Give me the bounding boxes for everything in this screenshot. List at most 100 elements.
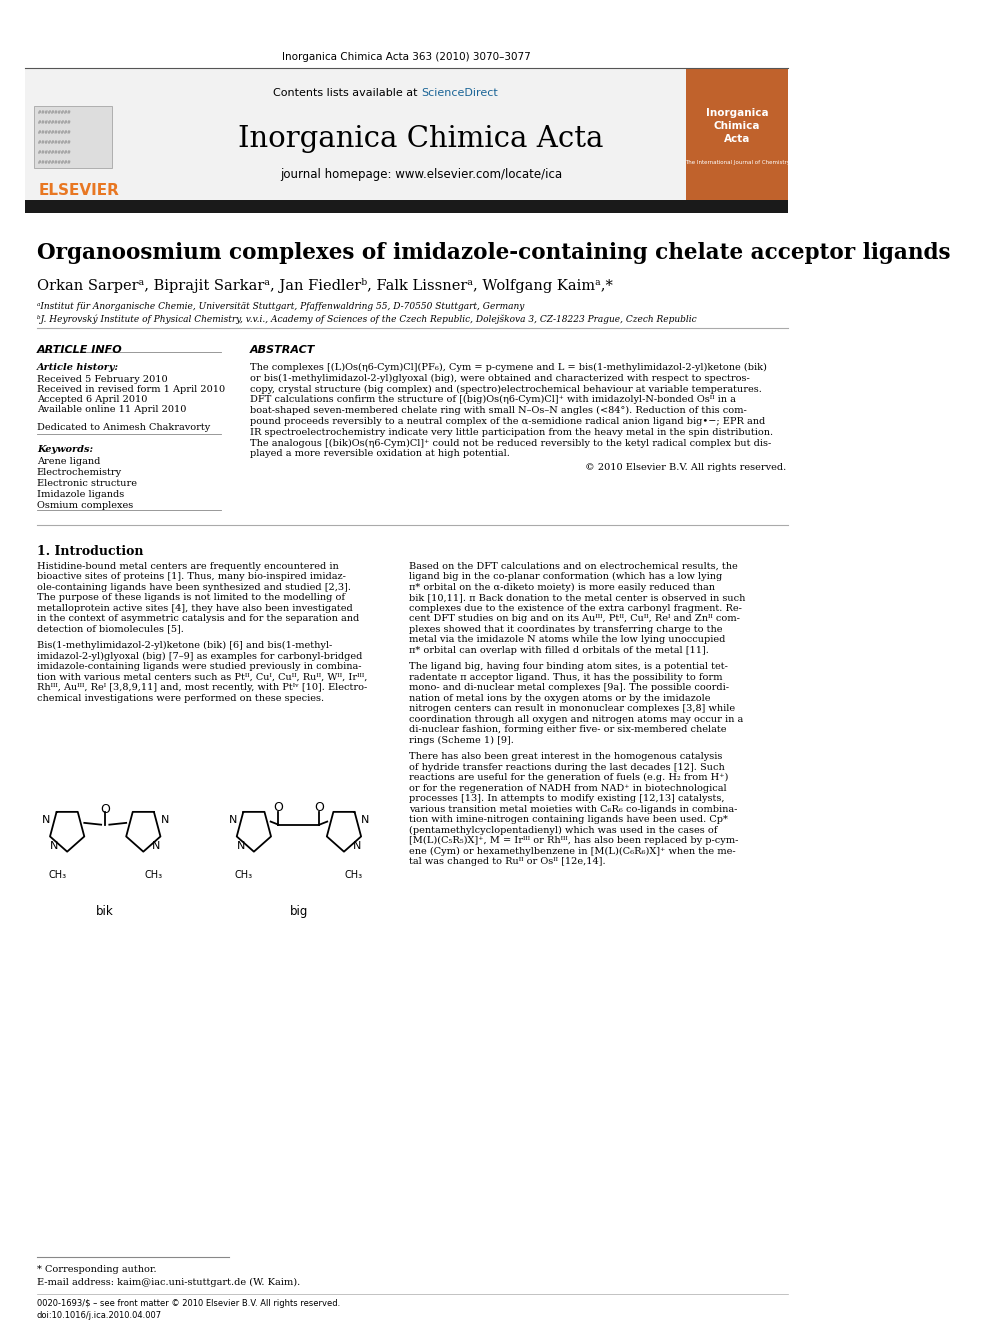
Text: ##########: ########## (39, 140, 71, 146)
Text: © 2010 Elsevier B.V. All rights reserved.: © 2010 Elsevier B.V. All rights reserved… (585, 463, 787, 472)
Text: The analogous [(bik)Os(η6-Cym)Cl]⁺ could not be reduced reversibly to the ketyl : The analogous [(bik)Os(η6-Cym)Cl]⁺ could… (250, 438, 771, 447)
Text: Accepted 6 April 2010: Accepted 6 April 2010 (37, 394, 147, 404)
Text: Imidazole ligands: Imidazole ligands (37, 490, 124, 499)
Text: Article history:: Article history: (37, 363, 119, 372)
Text: ᵇJ. Heyrovský Institute of Physical Chemistry, v.v.i., Academy of Sciences of th: ᵇJ. Heyrovský Institute of Physical Chem… (37, 315, 696, 324)
Text: plexes showed that it coordinates by transferring charge to the: plexes showed that it coordinates by tra… (410, 624, 723, 634)
Text: Inorganica Chimica Acta 363 (2010) 3070–3077: Inorganica Chimica Acta 363 (2010) 3070–… (282, 52, 531, 62)
Text: complexes due to the existence of the extra carbonyl fragment. Re-: complexes due to the existence of the ex… (410, 603, 742, 613)
Text: Based on the DFT calculations and on electrochemical results, the: Based on the DFT calculations and on ele… (410, 562, 738, 570)
Text: tion with various metal centers such as Ptᴵᴵ, Cuᴵ, Cuᴵᴵ, Ruᴵᴵ, Wᴵᴵ, Irᴵᴵᴵ,: tion with various metal centers such as … (37, 672, 367, 681)
Text: mono- and di-nuclear metal complexes [9a]. The possible coordi-: mono- and di-nuclear metal complexes [9a… (410, 683, 729, 692)
Text: Inorganica
Chimica
Acta: Inorganica Chimica Acta (705, 108, 769, 144)
Text: bik: bik (96, 905, 114, 918)
Text: ᵃInstitut für Anorganische Chemie, Universität Stuttgart, Pfaffenwaldring 55, D-: ᵃInstitut für Anorganische Chemie, Unive… (37, 302, 524, 311)
Text: CH₃: CH₃ (144, 869, 163, 880)
Bar (25, 67, 788, 200)
Text: ScienceDirect: ScienceDirect (421, 87, 498, 98)
Text: N: N (228, 815, 237, 824)
Text: of hydride transfer reactions during the last decades [12]. Such: of hydride transfer reactions during the… (410, 762, 725, 771)
Text: Received 5 February 2010: Received 5 February 2010 (37, 374, 168, 384)
Text: CH₃: CH₃ (49, 869, 66, 880)
Text: N: N (236, 840, 245, 851)
Text: doi:10.1016/j.ica.2010.04.007: doi:10.1016/j.ica.2010.04.007 (37, 1311, 162, 1320)
Text: (pentamethylcyclopentadienyl) which was used in the cases of: (pentamethylcyclopentadienyl) which was … (410, 826, 718, 835)
Text: Bis(1-methylimidazol-2-yl)ketone (bik) [6] and bis(1-methyl-: Bis(1-methylimidazol-2-yl)ketone (bik) [… (37, 642, 332, 651)
Text: ##########: ########## (39, 130, 71, 135)
Text: The ligand big, having four binding atom sites, is a potential tet-: The ligand big, having four binding atom… (410, 663, 728, 671)
Text: detection of biomolecules [5].: detection of biomolecules [5]. (37, 624, 184, 634)
Text: The International Journal of Chemistry: The International Journal of Chemistry (684, 160, 790, 165)
Text: Keywords:: Keywords: (37, 445, 93, 454)
Text: CH₃: CH₃ (345, 869, 363, 880)
Text: coordination through all oxygen and nitrogen atoms may occur in a: coordination through all oxygen and nitr… (410, 714, 744, 724)
Text: pound proceeds reversibly to a neutral complex of the α-semidione radical anion : pound proceeds reversibly to a neutral c… (250, 417, 765, 426)
Text: or bis(1-methylimidazol-2-yl)glyoxal (big), were obtained and characterized with: or bis(1-methylimidazol-2-yl)glyoxal (bi… (250, 373, 750, 382)
Text: ##########: ########## (39, 110, 71, 115)
Text: radentate π acceptor ligand. Thus, it has the possibility to form: radentate π acceptor ligand. Thus, it ha… (410, 672, 723, 681)
Text: copy, crystal structure (big complex) and (spectro)electrochemical behaviour at : copy, crystal structure (big complex) an… (250, 385, 762, 393)
Text: The purpose of these ligands is not limited to the modelling of: The purpose of these ligands is not limi… (37, 593, 345, 602)
Text: N: N (361, 815, 369, 824)
Text: 1. Introduction: 1. Introduction (37, 545, 144, 558)
Text: O: O (100, 803, 110, 816)
Bar (686, 67, 788, 200)
Text: Received in revised form 1 April 2010: Received in revised form 1 April 2010 (37, 385, 225, 394)
Text: played a more reversible oxidation at high potential.: played a more reversible oxidation at hi… (250, 450, 510, 458)
Text: [M(L)(C₅R₅)X]⁺, M = Irᴵᴵᴵ or Rhᴵᴵᴵ, has also been replaced by p-cym-: [M(L)(C₅R₅)X]⁺, M = Irᴵᴵᴵ or Rhᴵᴵᴵ, has … (410, 836, 739, 845)
Text: Electrochemistry: Electrochemistry (37, 468, 122, 476)
Bar (35, 106, 112, 168)
Text: reactions are useful for the generation of fuels (e.g. H₂ from H⁺): reactions are useful for the generation … (410, 773, 729, 782)
Text: ARTICLE INFO: ARTICLE INFO (37, 345, 123, 355)
Text: ligand big in the co-planar conformation (which has a low lying: ligand big in the co-planar conformation… (410, 573, 723, 581)
Text: Histidine-bound metal centers are frequently encountered in: Histidine-bound metal centers are freque… (37, 562, 338, 570)
Text: N: N (161, 815, 169, 824)
Text: Contents lists available at: Contents lists available at (273, 87, 421, 98)
Text: cent DFT studies on big and on its Auᴵᴵᴵ, Ptᴵᴵ, Cuᴵᴵ, Reᴵ and Znᴵᴵ com-: cent DFT studies on big and on its Auᴵᴵᴵ… (410, 614, 740, 623)
Text: Inorganica Chimica Acta: Inorganica Chimica Acta (238, 124, 604, 153)
Text: ole-containing ligands have been synthesized and studied [2,3].: ole-containing ligands have been synthes… (37, 582, 351, 591)
Text: imidazol-2-yl)glyoxal (big) [7–9] as examples for carbonyl-bridged: imidazol-2-yl)glyoxal (big) [7–9] as exa… (37, 652, 362, 662)
Text: tal was changed to Ruᴵᴵ or Osᴵᴵ [12e,14].: tal was changed to Ruᴵᴵ or Osᴵᴵ [12e,14]… (410, 857, 606, 867)
Text: Arene ligand: Arene ligand (37, 456, 100, 466)
Text: processes [13]. In attempts to modify existing [12,13] catalysts,: processes [13]. In attempts to modify ex… (410, 794, 725, 803)
Text: π* orbital on the α-diketo moiety) is more easily reduced than: π* orbital on the α-diketo moiety) is mo… (410, 582, 715, 591)
Text: ELSEVIER: ELSEVIER (39, 183, 119, 198)
Text: DFT calculations confirm the structure of [(big)Os(η6-Cym)Cl]⁺ with imidazolyl-N: DFT calculations confirm the structure o… (250, 396, 736, 405)
Text: 0020-1693/$ – see front matter © 2010 Elsevier B.V. All rights reserved.: 0020-1693/$ – see front matter © 2010 El… (37, 1299, 340, 1308)
Text: There has also been great interest in the homogenous catalysis: There has also been great interest in th… (410, 753, 723, 761)
Text: ABSTRACT: ABSTRACT (250, 345, 315, 355)
Text: IR spectroelectrochemistry indicate very little participation from the heavy met: IR spectroelectrochemistry indicate very… (250, 427, 773, 437)
Bar (25, 200, 788, 213)
Text: metal via the imidazole N atoms while the low lying unoccupied: metal via the imidazole N atoms while th… (410, 635, 726, 644)
Text: journal homepage: www.elsevier.com/locate/ica: journal homepage: www.elsevier.com/locat… (280, 168, 562, 181)
Text: N: N (152, 840, 161, 851)
Text: boat-shaped seven-membered chelate ring with small N–Os–N angles (<84°). Reducti: boat-shaped seven-membered chelate ring … (250, 406, 747, 415)
Text: nitrogen centers can result in mononuclear complexes [3,8] while: nitrogen centers can result in mononucle… (410, 704, 736, 713)
Text: N: N (42, 815, 50, 824)
Text: di-nuclear fashion, forming either five- or six-membered chelate: di-nuclear fashion, forming either five-… (410, 725, 727, 734)
Text: tion with imine-nitrogen containing ligands have been used. Cp*: tion with imine-nitrogen containing liga… (410, 815, 728, 824)
Text: imidazole-containing ligands were studied previously in combina-: imidazole-containing ligands were studie… (37, 663, 361, 671)
Text: Rhᴵᴵᴵ, Auᴵᴵᴵ, Reᴵ [3,8,9,11] and, most recently, with Ptᴵᵛ [10]. Electro-: Rhᴵᴵᴵ, Auᴵᴵᴵ, Reᴵ [3,8,9,11] and, most r… (37, 683, 367, 692)
Text: Orkan Sarperᵃ, Biprajit Sarkarᵃ, Jan Fiedlerᵇ, Falk Lissnerᵃ, Wolfgang Kaimᵃ,*: Orkan Sarperᵃ, Biprajit Sarkarᵃ, Jan Fie… (37, 278, 613, 292)
Text: Osmium complexes: Osmium complexes (37, 501, 133, 509)
Text: Available online 11 April 2010: Available online 11 April 2010 (37, 405, 186, 414)
Text: O: O (274, 802, 284, 814)
Text: rings (Scheme 1) [9].: rings (Scheme 1) [9]. (410, 736, 515, 745)
Text: Electronic structure: Electronic structure (37, 479, 137, 488)
Text: Dedicated to Animesh Chakravorty: Dedicated to Animesh Chakravorty (37, 423, 210, 431)
Text: bik [10,11]. π Back donation to the metal center is observed in such: bik [10,11]. π Back donation to the meta… (410, 593, 746, 602)
Text: E-mail address: kaim@iac.uni-stuttgart.de (W. Kaim).: E-mail address: kaim@iac.uni-stuttgart.d… (37, 1278, 301, 1286)
Text: or for the regeneration of NADH from NAD⁺ in biotechnological: or for the regeneration of NADH from NAD… (410, 783, 727, 792)
Text: The complexes [(L)Os(η6-Cym)Cl](PF₆), Cym = p-cymene and L = bis(1-methylimidazo: The complexes [(L)Os(η6-Cym)Cl](PF₆), Cy… (250, 363, 767, 372)
Text: various transition metal moieties with C₆R₆ co-ligands in combina-: various transition metal moieties with C… (410, 804, 738, 814)
Text: in the context of asymmetric catalysis and for the separation and: in the context of asymmetric catalysis a… (37, 614, 359, 623)
Text: π* orbital can overlap with filled d orbitals of the metal [11].: π* orbital can overlap with filled d orb… (410, 646, 709, 655)
Text: metalloprotein active sites [4], they have also been investigated: metalloprotein active sites [4], they ha… (37, 603, 352, 613)
Text: chemical investigations were performed on these species.: chemical investigations were performed o… (37, 693, 324, 703)
Text: ene (Cym) or hexamethylbenzene in [M(L)(C₆R₆)X]⁺ when the me-: ene (Cym) or hexamethylbenzene in [M(L)(… (410, 847, 736, 856)
Text: N: N (353, 840, 361, 851)
Text: bioactive sites of proteins [1]. Thus, many bio-inspired imidaz-: bioactive sites of proteins [1]. Thus, m… (37, 573, 346, 581)
Text: CH₃: CH₃ (235, 869, 253, 880)
